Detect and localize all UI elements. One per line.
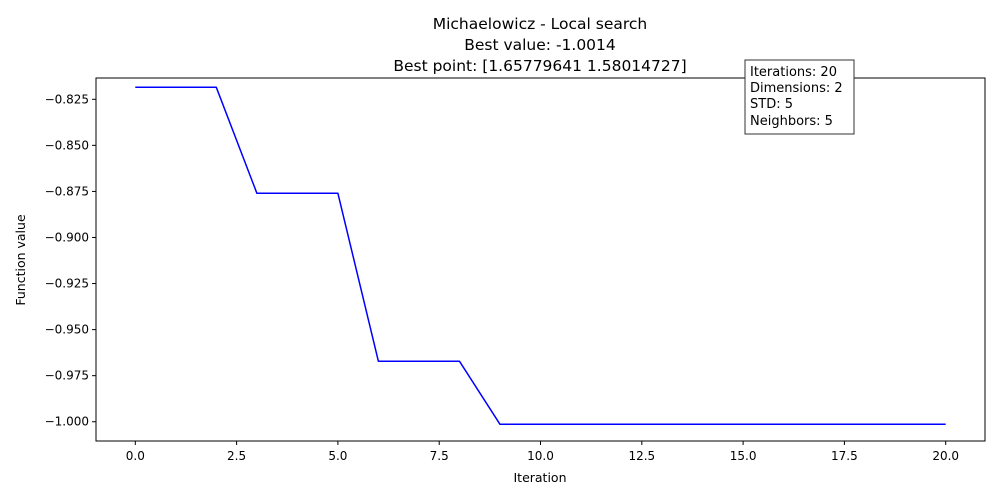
y-tick-label: −0.900 xyxy=(45,230,89,244)
info-box-line: Iterations: 20 xyxy=(750,65,837,80)
y-axis-ticks: −0.825 −0.850 −0.875 −0.900 −0.925 −0.950 −0.9… xyxy=(45,92,96,429)
y-tick-label: −0.925 xyxy=(45,277,89,291)
x-tick-label: 10.0 xyxy=(527,449,554,463)
info-box-frame xyxy=(744,59,855,135)
x-tick-label: 12.5 xyxy=(628,449,655,463)
x-tick-label: 15.0 xyxy=(730,449,757,463)
chart-title-line: Best value: -1.0014 xyxy=(464,36,616,54)
x-axis-ticks: 0.0 2.5 5.0 7.5 10.0 12.5 15.0 17.5 20.0 xyxy=(126,441,959,463)
info-box: Iterations: 20 Dimensions: 2 STD: 5 Neig… xyxy=(744,59,855,135)
y-tick-label: −1.000 xyxy=(45,415,89,429)
y-tick-label: −0.850 xyxy=(45,138,89,152)
x-tick-label: 5.0 xyxy=(328,449,347,463)
x-tick-label: 0.0 xyxy=(126,449,145,463)
series-line-1 xyxy=(135,86,946,426)
x-tick-label: 7.5 xyxy=(430,449,449,463)
y-tick-label: −0.950 xyxy=(45,323,89,337)
info-box-line: Neighbors: 5 xyxy=(750,114,833,129)
y-tick-label: −0.875 xyxy=(45,184,89,198)
x-tick-label: 2.5 xyxy=(227,449,246,463)
chart-title: Michaelowicz - Local search Best value: … xyxy=(393,15,686,75)
y-tick-label: −0.825 xyxy=(45,92,89,106)
info-box-line: STD: 5 xyxy=(750,97,793,112)
chart-title-line: Best point: [1.65779641 1.58014727] xyxy=(393,57,686,75)
plot-frame xyxy=(95,77,986,442)
x-tick-label: 20.0 xyxy=(932,449,959,463)
series-layer xyxy=(135,86,946,426)
x-tick-label: 17.5 xyxy=(831,449,858,463)
chart-title-line: Michaelowicz - Local search xyxy=(433,15,648,33)
info-box-line: Dimensions: 2 xyxy=(750,81,843,96)
y-axis-label: Function value xyxy=(13,214,28,306)
x-axis-label: Iteration xyxy=(513,470,566,485)
y-tick-label: −0.975 xyxy=(45,369,89,383)
